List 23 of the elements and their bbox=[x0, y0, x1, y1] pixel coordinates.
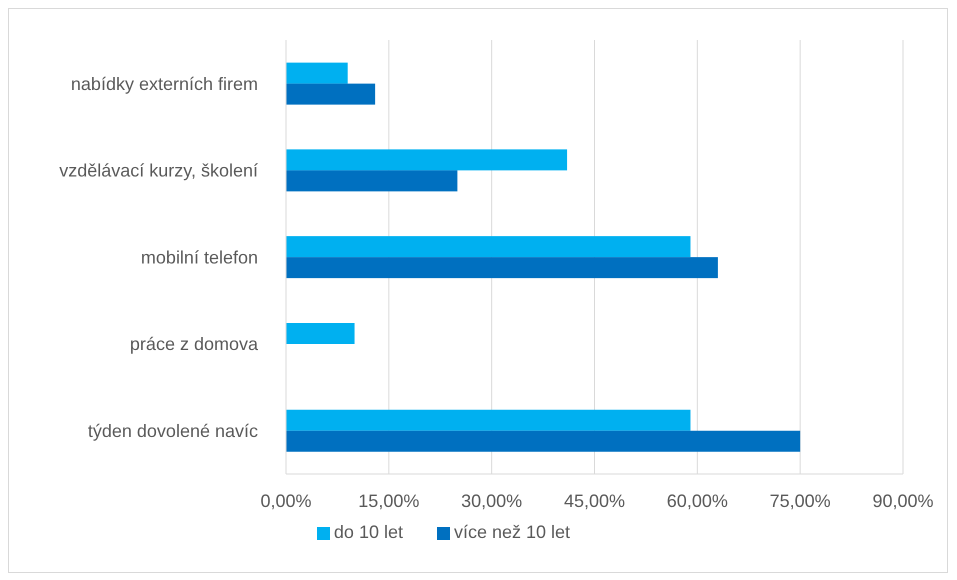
y-tick-label: nabídky externích firem bbox=[70, 74, 258, 94]
bar bbox=[286, 236, 690, 258]
y-tick-label: práce z domova bbox=[130, 334, 259, 354]
x-tick-label: 30,00% bbox=[461, 490, 522, 511]
x-tick-label: 60,00% bbox=[666, 490, 728, 511]
bar bbox=[286, 84, 376, 105]
x-tick-label: 0,00% bbox=[260, 490, 312, 511]
x-tick-label: 45,00% bbox=[564, 490, 626, 511]
x-tick-label: 15,00% bbox=[358, 490, 420, 511]
bar bbox=[286, 62, 348, 84]
legend-label: více než 10 let bbox=[454, 522, 570, 542]
bar bbox=[286, 149, 568, 170]
y-tick-label: vzdělávací kurzy, školení bbox=[59, 160, 258, 181]
bar bbox=[286, 257, 718, 278]
bar bbox=[286, 430, 800, 452]
legend-label: do 10 let bbox=[334, 522, 403, 542]
bar bbox=[286, 322, 355, 344]
y-tick-label: týden dovolené navíc bbox=[88, 420, 258, 441]
y-tick-label: mobilní telefon bbox=[140, 247, 258, 268]
bar bbox=[286, 410, 690, 431]
x-tick-label: 75,00% bbox=[770, 490, 831, 511]
bar bbox=[286, 170, 458, 192]
x-tick-label: 90,00% bbox=[872, 490, 934, 511]
